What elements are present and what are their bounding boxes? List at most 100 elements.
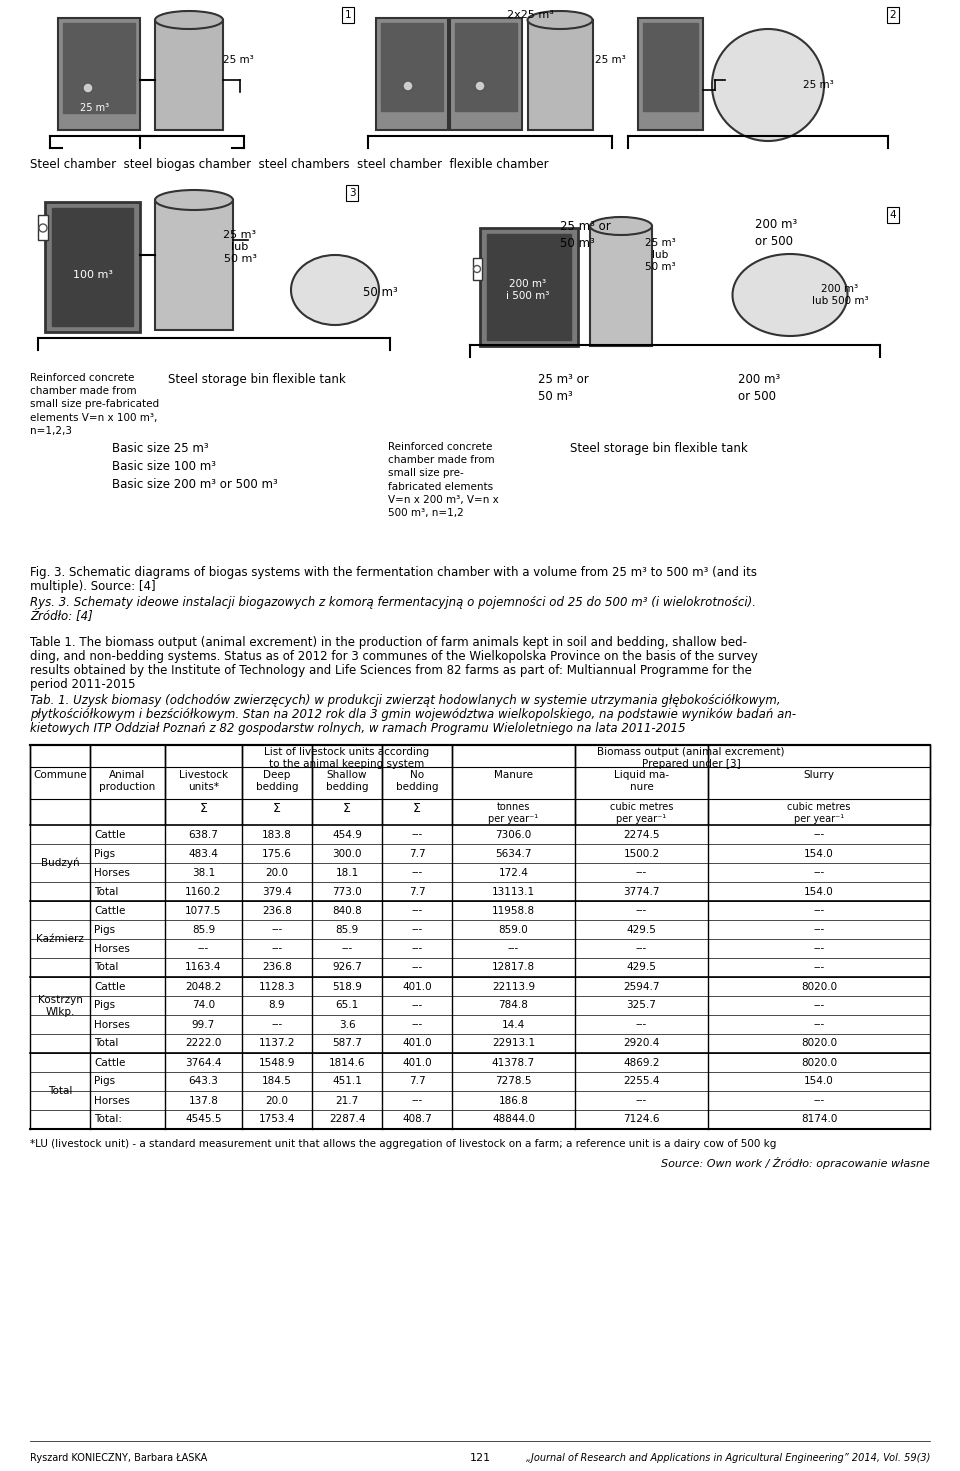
Text: 22113.9: 22113.9 — [492, 981, 535, 991]
Text: Rys. 3. Schematy ideowe instalacji biogazowych z komorą fermentacyjną o pojemnoś: Rys. 3. Schematy ideowe instalacji bioga… — [30, 596, 756, 609]
Text: 401.0: 401.0 — [402, 1058, 432, 1068]
Text: 18.1: 18.1 — [335, 868, 359, 878]
Bar — [473, 257, 482, 279]
Text: kietowych ITP Oddział Poznań z 82 gospodarstw rolnych, w ramach Programu Wielole: kietowych ITP Oddział Poznań z 82 gospod… — [30, 722, 685, 736]
Text: ---: --- — [272, 1019, 282, 1030]
Bar — [58, 18, 140, 129]
Text: 2x25 m³: 2x25 m³ — [507, 10, 553, 21]
Text: ---: --- — [412, 924, 422, 934]
Text: 483.4: 483.4 — [188, 849, 219, 859]
Text: 3.6: 3.6 — [339, 1019, 355, 1030]
Text: Steel storage bin flexible tank: Steel storage bin flexible tank — [570, 441, 748, 455]
Text: 3: 3 — [348, 188, 355, 199]
Text: Liquid ma-
nure: Liquid ma- nure — [614, 769, 669, 793]
Text: Reinforced concrete
chamber made from
small size pre-fabricated
elements V=n x 1: Reinforced concrete chamber made from sm… — [30, 374, 159, 435]
Text: 325.7: 325.7 — [627, 1000, 657, 1011]
Text: Fig. 3. Schematic diagrams of biogas systems with the fermentation chamber with : Fig. 3. Schematic diagrams of biogas sys… — [30, 566, 757, 580]
Text: 154.0: 154.0 — [804, 849, 834, 859]
Bar — [638, 18, 703, 129]
Text: 25 m³: 25 m³ — [81, 103, 109, 113]
Text: ---: --- — [636, 1096, 647, 1106]
Text: 1753.4: 1753.4 — [259, 1115, 296, 1124]
Text: ---: --- — [813, 830, 825, 840]
Text: ---: --- — [272, 924, 282, 934]
Text: 2: 2 — [890, 10, 897, 21]
Bar — [155, 21, 223, 129]
Text: 7.7: 7.7 — [409, 1077, 425, 1087]
Text: ---: --- — [636, 906, 647, 915]
Text: Pigs: Pigs — [94, 1077, 115, 1087]
Bar — [590, 227, 652, 346]
Text: ---: --- — [813, 943, 825, 953]
Text: 25 m³
lub
50 m³: 25 m³ lub 50 m³ — [224, 229, 256, 265]
Text: Ryszard KONIECZNY, Barbara ŁASKA: Ryszard KONIECZNY, Barbara ŁASKA — [30, 1453, 207, 1464]
Text: 137.8: 137.8 — [188, 1096, 219, 1106]
Text: 8.9: 8.9 — [269, 1000, 285, 1011]
Text: ---: --- — [412, 1019, 422, 1030]
Text: 3774.7: 3774.7 — [623, 887, 660, 896]
Text: Horses: Horses — [94, 943, 130, 953]
Ellipse shape — [291, 254, 379, 325]
Text: 186.8: 186.8 — [498, 1096, 528, 1106]
Text: 408.7: 408.7 — [402, 1115, 432, 1124]
Bar — [643, 24, 698, 110]
Text: 172.4: 172.4 — [498, 868, 528, 878]
Text: 2274.5: 2274.5 — [623, 830, 660, 840]
Circle shape — [475, 81, 485, 91]
Text: Σ: Σ — [343, 802, 351, 815]
Text: 85.9: 85.9 — [335, 924, 359, 934]
Text: Σ: Σ — [200, 802, 207, 815]
Text: Cattle: Cattle — [94, 981, 126, 991]
Text: Steel chamber  steel biogas chamber  steel chambers  steel chamber  flexible cha: Steel chamber steel biogas chamber steel… — [30, 157, 548, 171]
Text: 773.0: 773.0 — [332, 887, 362, 896]
Text: Deep
bedding: Deep bedding — [255, 769, 299, 793]
Text: 21.7: 21.7 — [335, 1096, 359, 1106]
Text: 8020.0: 8020.0 — [801, 1039, 837, 1049]
Text: 926.7: 926.7 — [332, 962, 362, 972]
Text: ---: --- — [813, 906, 825, 915]
Text: Total: Total — [94, 962, 118, 972]
Text: ---: --- — [198, 943, 209, 953]
Text: 2222.0: 2222.0 — [185, 1039, 222, 1049]
Text: Kaźmierz: Kaźmierz — [36, 934, 84, 944]
Text: 99.7: 99.7 — [192, 1019, 215, 1030]
Text: *LU (livestock unit) - a standard measurement unit that allows the aggregation o: *LU (livestock unit) - a standard measur… — [30, 1139, 777, 1149]
Text: 13113.1: 13113.1 — [492, 887, 535, 896]
Text: Table 1. The biomass output (animal excrement) in the production of farm animals: Table 1. The biomass output (animal excr… — [30, 635, 747, 649]
Text: ---: --- — [272, 943, 282, 953]
Bar — [450, 18, 522, 129]
Text: 8020.0: 8020.0 — [801, 981, 837, 991]
Text: 25 m³: 25 m³ — [803, 79, 833, 90]
Text: Livestock
units*: Livestock units* — [179, 769, 228, 793]
Text: ---: --- — [813, 1000, 825, 1011]
Text: Slurry: Slurry — [804, 769, 834, 780]
Text: 200 m³
or 500: 200 m³ or 500 — [755, 218, 797, 249]
Text: 859.0: 859.0 — [498, 924, 528, 934]
Text: period 2011-2015: period 2011-2015 — [30, 678, 135, 691]
Text: ---: --- — [508, 943, 519, 953]
Text: 7.7: 7.7 — [409, 887, 425, 896]
Text: 454.9: 454.9 — [332, 830, 362, 840]
Text: 12817.8: 12817.8 — [492, 962, 535, 972]
Text: Σ: Σ — [413, 802, 420, 815]
Text: Source: Own work / Źródło: opracowanie własne: Source: Own work / Źródło: opracowanie w… — [661, 1158, 930, 1169]
Text: 1814.6: 1814.6 — [328, 1058, 365, 1068]
Text: 11958.8: 11958.8 — [492, 906, 535, 915]
Text: 175.6: 175.6 — [262, 849, 292, 859]
Text: Cattle: Cattle — [94, 1058, 126, 1068]
Circle shape — [712, 29, 824, 141]
Text: 2255.4: 2255.4 — [623, 1077, 660, 1087]
Text: płytkościółkowym i bezściółkowym. Stan na 2012 rok dla 3 gmin województwa wielko: płytkościółkowym i bezściółkowym. Stan n… — [30, 708, 796, 721]
Text: 1548.9: 1548.9 — [259, 1058, 296, 1068]
Text: Biomass output (animal excrement)
Prepared under [3]: Biomass output (animal excrement) Prepar… — [597, 747, 784, 769]
Text: 2287.4: 2287.4 — [328, 1115, 365, 1124]
Text: 1163.4: 1163.4 — [185, 962, 222, 972]
Ellipse shape — [155, 10, 223, 29]
Text: Shallow
bedding: Shallow bedding — [325, 769, 369, 793]
Text: Total: Total — [94, 1039, 118, 1049]
Text: 121: 121 — [469, 1453, 491, 1464]
Text: ---: --- — [412, 943, 422, 953]
Text: 200 m³
lub 500 m³: 200 m³ lub 500 m³ — [812, 284, 868, 306]
Text: ---: --- — [412, 868, 422, 878]
Text: 8174.0: 8174.0 — [801, 1115, 837, 1124]
